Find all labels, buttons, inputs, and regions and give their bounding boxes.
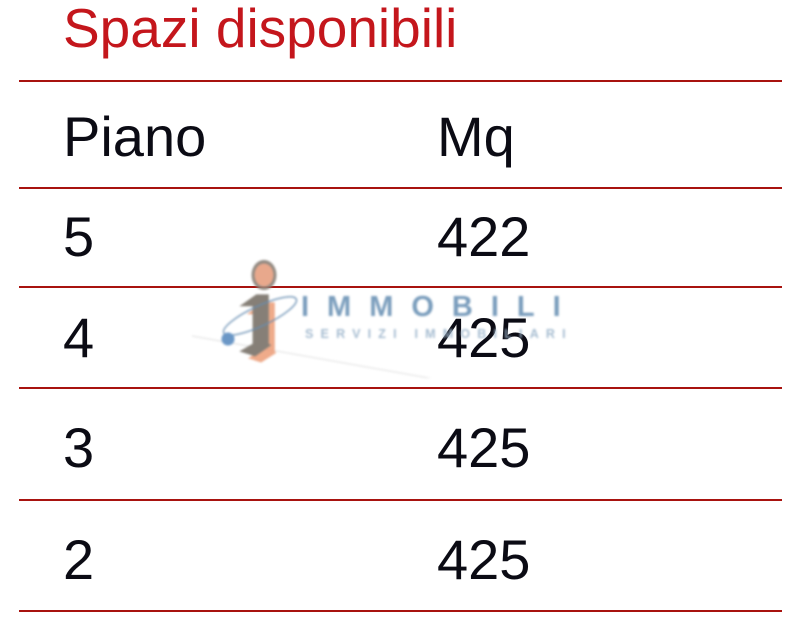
svg-text:SERVIZI IMMOBILIARI: SERVIZI IMMOBILIARI	[305, 327, 573, 341]
svg-text:IMMOBILI: IMMOBILI	[301, 291, 579, 323]
